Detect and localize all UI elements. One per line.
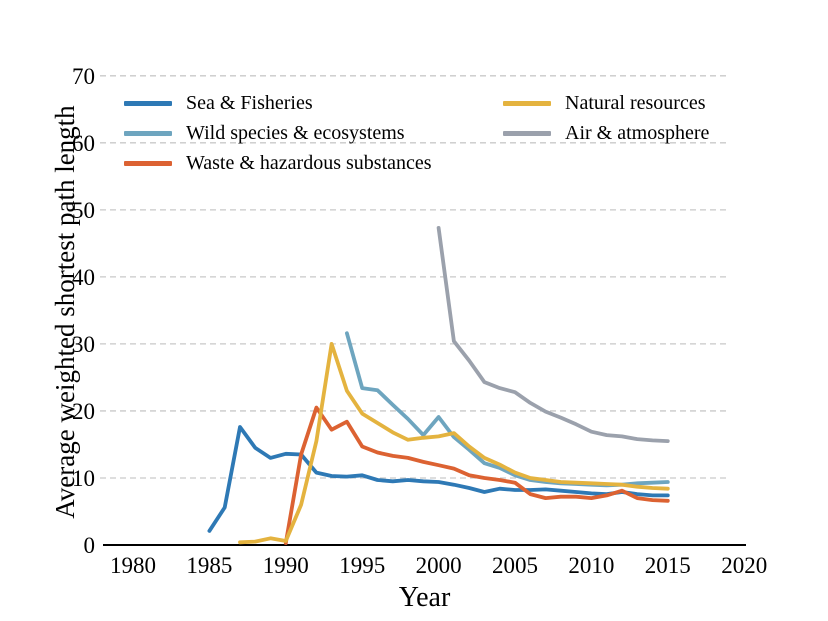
legend-swatch-waste-hazardous (124, 160, 172, 166)
x-tick-label-1990: 1990 (263, 553, 309, 578)
y-tick-label-30: 30 (72, 332, 95, 357)
legend-swatch-air-atmosphere (503, 130, 551, 136)
legend-item-natural-resources: Natural resources (503, 88, 709, 118)
legend-label-waste-hazardous: Waste & hazardous substances (186, 152, 432, 174)
x-tick-label-1995: 1995 (339, 553, 385, 578)
legend-label-natural-resources: Natural resources (565, 92, 706, 114)
legend-label-sea-fisheries: Sea & Fisheries (186, 92, 313, 114)
y-tick-label-50: 50 (72, 198, 95, 223)
series-line-3 (238, 341, 670, 545)
x-axis-label: Year (398, 582, 451, 613)
x-tick-label-2010: 2010 (568, 553, 614, 578)
y-tick-label-20: 20 (72, 399, 95, 424)
y-tick-label-40: 40 (72, 265, 95, 290)
legend-item-wild-species: Wild species & ecosystems (124, 118, 432, 148)
legend-label-air-atmosphere: Air & atmosphere (565, 122, 710, 144)
y-tick-label-10: 10 (72, 466, 95, 491)
legend-item-sea-fisheries: Sea & Fisheries (124, 88, 432, 118)
legend-swatch-sea-fisheries (124, 100, 172, 106)
series-line-1 (344, 331, 670, 488)
y-tick-label-0: 0 (84, 533, 96, 558)
legend-item-air-atmosphere: Air & atmosphere (503, 118, 709, 148)
x-tick-label-2000: 2000 (416, 553, 462, 578)
x-tick-label-1980: 1980 (110, 553, 156, 578)
legend-column-1: Sea & Fisheries Wild species & ecosystem… (124, 88, 432, 178)
y-tick-label-70: 70 (72, 64, 95, 89)
x-tick-label-2005: 2005 (492, 553, 538, 578)
legend-label-wild-species: Wild species & ecosystems (186, 122, 405, 144)
x-tick-label-2015: 2015 (645, 553, 691, 578)
y-axis-label: Average weighted shortest path length (50, 105, 80, 519)
legend-swatch-wild-species (124, 130, 172, 136)
legend-swatch-natural-resources (503, 100, 551, 106)
y-tick-label-60: 60 (72, 131, 95, 156)
x-tick-label-1985: 1985 (186, 553, 232, 578)
series-line-4 (436, 225, 670, 444)
series-line-2 (283, 405, 670, 545)
x-tick-label-2020: 2020 (721, 553, 767, 578)
legend-column-2: Natural resources Air & atmosphere (503, 88, 709, 148)
series-line-0 (207, 425, 670, 533)
legend-item-waste-hazardous: Waste & hazardous substances (124, 148, 432, 178)
